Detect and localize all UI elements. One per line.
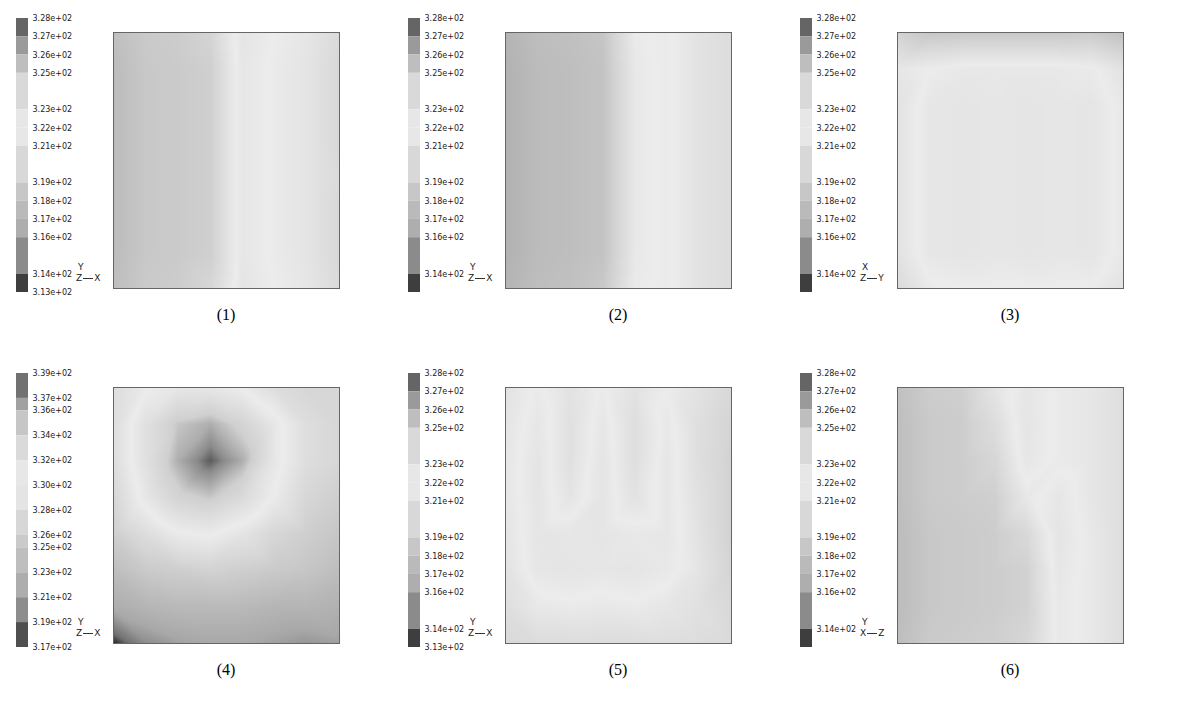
svg-text:3.22e+02: 3.22e+02 [817, 124, 857, 133]
html-text:X: X [862, 262, 869, 272]
svg-text:3.27e+02: 3.27e+02 [425, 387, 465, 396]
svg-text:3.23e+02: 3.23e+02 [33, 568, 73, 577]
svg-text:3.26e+02: 3.26e+02 [33, 51, 73, 60]
svg-text:3.26e+02: 3.26e+02 [425, 406, 465, 415]
svg-text:3.25e+02: 3.25e+02 [817, 69, 857, 78]
svg-text:3.13e+02: 3.13e+02 [33, 288, 73, 297]
svg-text:3.23e+02: 3.23e+02 [425, 460, 465, 469]
svg-text:3.19e+02: 3.19e+02 [33, 618, 73, 627]
svg-text:3.22e+02: 3.22e+02 [425, 124, 465, 133]
svg-text:3.21e+02: 3.21e+02 [425, 142, 465, 151]
svg-text:3.26e+02: 3.26e+02 [817, 51, 857, 60]
html-text:(4): (4) [216, 661, 236, 678]
html-text:Y: Y [78, 617, 84, 627]
svg-text:3.13e+02: 3.13e+02 [425, 643, 465, 652]
html-text:X: X [94, 628, 101, 638]
svg-text:3.23e+02: 3.23e+02 [817, 460, 857, 469]
svg-text:3.21e+02: 3.21e+02 [33, 593, 73, 602]
html-text:Z: Z [860, 273, 867, 283]
html-text:X: X [486, 628, 493, 638]
svg-text:3.27e+02: 3.27e+02 [817, 32, 857, 41]
svg-text:3.27e+02: 3.27e+02 [817, 387, 857, 396]
svg-text:3.17e+02: 3.17e+02 [817, 215, 857, 224]
html-text:(2): (2) [608, 306, 628, 323]
svg-text:3.30e+02: 3.30e+02 [33, 481, 73, 490]
html-text:Z: Z [76, 273, 83, 283]
svg-text:3.22e+02: 3.22e+02 [33, 124, 73, 133]
svg-text:3.19e+02: 3.19e+02 [425, 533, 465, 542]
html-text:Y: Y [862, 617, 868, 627]
svg-text:3.22e+02: 3.22e+02 [425, 479, 465, 488]
svg-text:3.23e+02: 3.23e+02 [33, 105, 73, 114]
svg-text:3.14e+02: 3.14e+02 [817, 270, 857, 279]
svg-text:3.18e+02: 3.18e+02 [817, 197, 857, 206]
svg-text:3.17e+02: 3.17e+02 [817, 570, 857, 579]
svg-text:3.18e+02: 3.18e+02 [33, 197, 73, 206]
svg-text:3.14e+02: 3.14e+02 [425, 270, 465, 279]
svg-text:3.16e+02: 3.16e+02 [33, 233, 73, 242]
svg-text:3.25e+02: 3.25e+02 [425, 69, 465, 78]
svg-text:3.21e+02: 3.21e+02 [817, 497, 857, 506]
svg-text:3.17e+02: 3.17e+02 [425, 215, 465, 224]
svg-text:3.22e+02: 3.22e+02 [817, 479, 857, 488]
svg-text:3.25e+02: 3.25e+02 [817, 424, 857, 433]
html-text:X: X [94, 273, 101, 283]
svg-text:3.28e+02: 3.28e+02 [817, 14, 857, 23]
svg-text:3.37e+02: 3.37e+02 [33, 394, 73, 403]
svg-text:3.28e+02: 3.28e+02 [33, 14, 73, 23]
svg-text:3.16e+02: 3.16e+02 [425, 588, 465, 597]
svg-text:3.16e+02: 3.16e+02 [817, 588, 857, 597]
svg-text:3.21e+02: 3.21e+02 [425, 497, 465, 506]
html-text:(5): (5) [608, 661, 628, 678]
html-text:Y: Y [878, 273, 884, 283]
svg-text:3.34e+02: 3.34e+02 [33, 431, 73, 440]
svg-text:3.23e+02: 3.23e+02 [425, 105, 465, 114]
html-text:X: X [486, 273, 493, 283]
html-text:Y: Y [78, 262, 84, 272]
svg-text:3.25e+02: 3.25e+02 [425, 424, 465, 433]
svg-text:3.16e+02: 3.16e+02 [817, 233, 857, 242]
svg-text:3.23e+02: 3.23e+02 [817, 105, 857, 114]
html-text:(6): (6) [1000, 661, 1020, 678]
svg-text:3.16e+02: 3.16e+02 [425, 233, 465, 242]
html-text:Y: Y [470, 617, 476, 627]
svg-text:3.26e+02: 3.26e+02 [817, 406, 857, 415]
svg-text:3.25e+02: 3.25e+02 [33, 69, 73, 78]
svg-text:3.27e+02: 3.27e+02 [425, 32, 465, 41]
html-text:(1): (1) [216, 306, 236, 323]
svg-text:3.19e+02: 3.19e+02 [817, 533, 857, 542]
html-text:Z: Z [76, 628, 83, 638]
svg-text:3.18e+02: 3.18e+02 [817, 552, 857, 561]
svg-text:3.27e+02: 3.27e+02 [33, 32, 73, 41]
svg-text:3.36e+02: 3.36e+02 [33, 406, 73, 415]
svg-text:3.28e+02: 3.28e+02 [425, 14, 465, 23]
svg-text:3.26e+02: 3.26e+02 [33, 531, 73, 540]
svg-text:3.28e+02: 3.28e+02 [817, 369, 857, 378]
svg-text:3.19e+02: 3.19e+02 [33, 178, 73, 187]
svg-text:3.14e+02: 3.14e+02 [817, 625, 857, 634]
svg-text:3.21e+02: 3.21e+02 [33, 142, 73, 151]
svg-text:3.28e+02: 3.28e+02 [33, 506, 73, 515]
svg-text:3.17e+02: 3.17e+02 [33, 643, 73, 652]
html-text:(3): (3) [1000, 306, 1020, 323]
html-text:Y: Y [470, 262, 476, 272]
html-text:Z: Z [468, 273, 475, 283]
html-text:Z: Z [468, 628, 475, 638]
svg-text:3.14e+02: 3.14e+02 [33, 270, 73, 279]
svg-text:3.21e+02: 3.21e+02 [817, 142, 857, 151]
svg-text:3.17e+02: 3.17e+02 [425, 570, 465, 579]
svg-text:3.18e+02: 3.18e+02 [425, 197, 465, 206]
html-text:Z: Z [878, 628, 885, 638]
svg-text:3.18e+02: 3.18e+02 [425, 552, 465, 561]
svg-text:3.17e+02: 3.17e+02 [33, 215, 73, 224]
svg-text:3.19e+02: 3.19e+02 [425, 178, 465, 187]
svg-text:3.26e+02: 3.26e+02 [425, 51, 465, 60]
svg-text:3.32e+02: 3.32e+02 [33, 456, 73, 465]
svg-text:3.25e+02: 3.25e+02 [33, 543, 73, 552]
html-text:X: X [860, 628, 867, 638]
svg-text:3.14e+02: 3.14e+02 [425, 625, 465, 634]
svg-text:3.39e+02: 3.39e+02 [33, 369, 73, 378]
svg-text:3.19e+02: 3.19e+02 [817, 178, 857, 187]
svg-text:3.28e+02: 3.28e+02 [425, 369, 465, 378]
